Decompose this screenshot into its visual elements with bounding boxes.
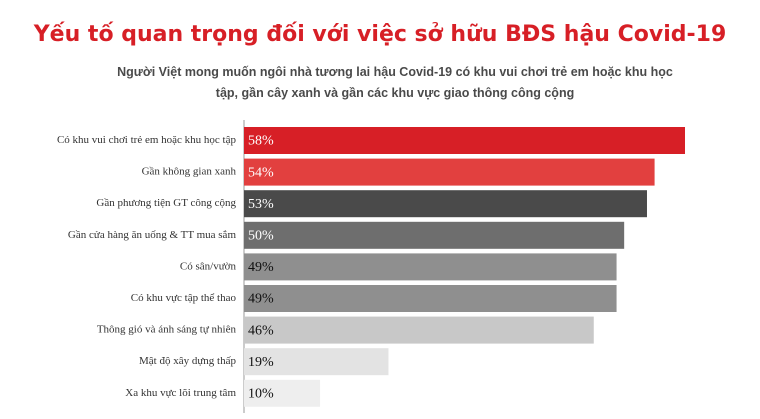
value-label: 58% bbox=[248, 134, 274, 149]
value-label: 53% bbox=[248, 197, 274, 212]
category-label: Có khu vui chơi trẻ em hoặc khu học tập bbox=[57, 134, 237, 146]
bar bbox=[244, 379, 321, 407]
bar bbox=[244, 127, 685, 154]
category-label: Có khu vực tập thể thao bbox=[131, 292, 237, 304]
value-label: 54% bbox=[248, 165, 274, 180]
category-label: Xa khu vực lõi trung tâm bbox=[125, 387, 236, 399]
category-label: Gần phương tiện GT công cộng bbox=[96, 197, 236, 209]
category-label: Mật độ xây dựng thấp bbox=[139, 355, 237, 367]
category-label: Thông gió và ánh sáng tự nhiên bbox=[97, 324, 237, 336]
value-label: 46% bbox=[248, 323, 274, 338]
bar bbox=[244, 253, 617, 281]
value-label: 49% bbox=[248, 260, 274, 275]
value-label: 19% bbox=[248, 355, 274, 370]
bar bbox=[244, 348, 389, 376]
bar bbox=[244, 190, 647, 218]
bar bbox=[244, 158, 655, 186]
bar bbox=[244, 285, 617, 312]
value-label: 49% bbox=[248, 292, 274, 307]
chart-subtitle: Người Việt mong muốn ngôi nhà tương lai … bbox=[117, 65, 673, 100]
chart-title: Yếu tố quan trọng đối với việc sở hữu BĐ… bbox=[33, 22, 727, 47]
category-label: Gần cửa hàng ăn uống & TT mua sắm bbox=[68, 229, 237, 241]
category-label: Gần không gian xanh bbox=[142, 166, 237, 178]
category-label: Có sân/vườn bbox=[180, 260, 237, 272]
value-label: 50% bbox=[248, 229, 274, 244]
bar bbox=[244, 221, 625, 249]
value-label: 10% bbox=[248, 387, 274, 402]
bar bbox=[244, 316, 594, 344]
